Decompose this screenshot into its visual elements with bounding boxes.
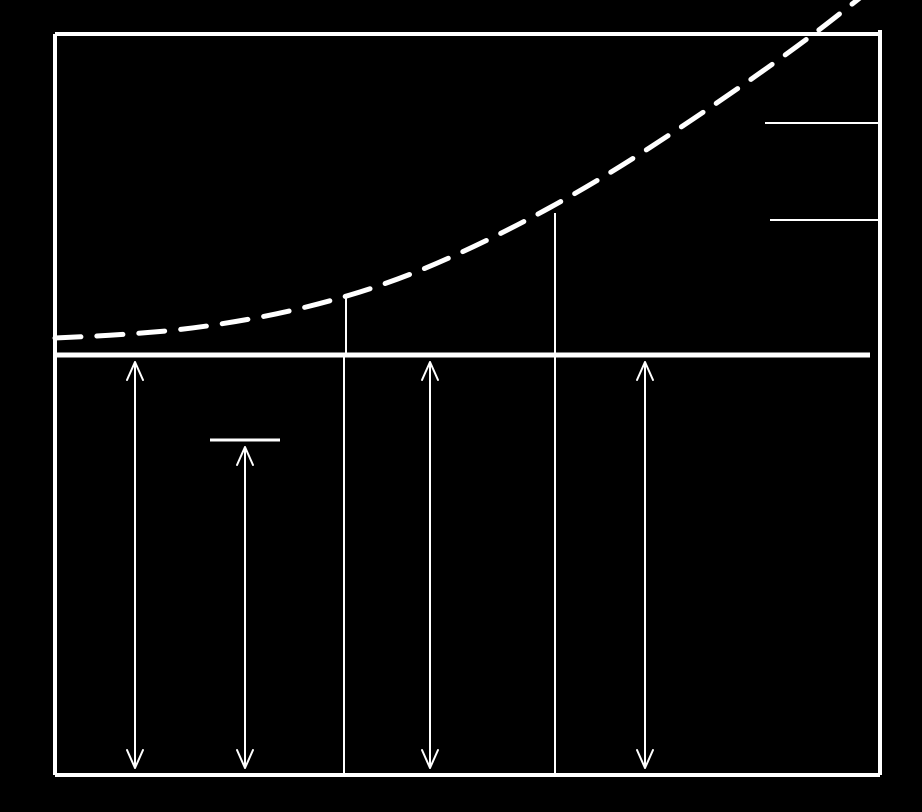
background — [0, 0, 922, 812]
diagram-canvas — [0, 0, 922, 812]
